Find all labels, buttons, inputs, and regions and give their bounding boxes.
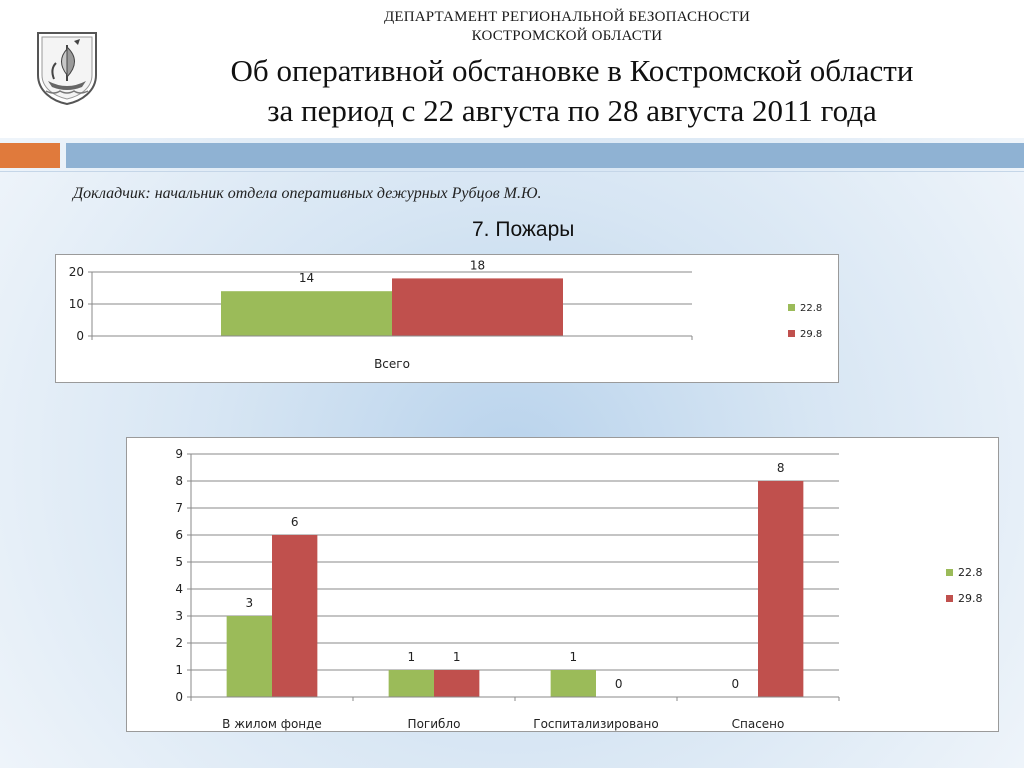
bar-29-8-в-жилом-фонде (272, 535, 318, 697)
y-tick-label: 1 (175, 663, 183, 677)
y-tick-label: 0 (76, 329, 84, 343)
divider (0, 171, 1024, 172)
section-title: 7. Пожары (472, 218, 575, 241)
accent-stripe-blue (66, 143, 1024, 168)
bar-29-8-всего (392, 278, 563, 336)
legend-label-29-8: 29.8 (800, 329, 822, 340)
bar-22-8-госпитализировано (550, 670, 596, 697)
bar-22-8-всего (221, 291, 392, 336)
chart-total-fires: 0 10 20 Всего 14 18 22.8 29.8 (55, 254, 839, 383)
y-tick-label: 5 (175, 555, 183, 569)
chart-fire-breakdown-svg: 0 1 2 3 4 5 6 7 8 9 В жилом фонде 3 6 Погибло 1 1 Госпит… (175, 447, 983, 731)
kostroma-coat-of-arms-icon (34, 31, 100, 106)
legend-label-29-8: 29.8 (958, 592, 983, 605)
x-tick-label: Спасено (732, 717, 785, 731)
y-tick-label: 4 (175, 582, 183, 596)
y-tick-label: 3 (175, 609, 183, 623)
x-tick-label: Погибло (408, 717, 461, 731)
y-tick-label: 8 (175, 474, 183, 488)
legend-label-22-8: 22.8 (800, 303, 822, 314)
legend-label-22-8: 22.8 (958, 566, 983, 579)
data-label: 6 (291, 515, 299, 529)
bar-29-8-погибло (434, 670, 480, 697)
accent-stripe-orange (0, 143, 60, 168)
department-name-line2: КОСТРОМСКОЙ ОБЛАСТИ (471, 28, 663, 44)
data-label: 18 (470, 258, 485, 272)
data-label: 14 (299, 271, 314, 285)
y-tick-label: 9 (175, 447, 183, 461)
chart-total-fires-svg: 0 10 20 Всего 14 18 22.8 29.8 (69, 258, 823, 371)
y-tick-label: 20 (69, 265, 84, 279)
legend-swatch-22-8 (946, 569, 953, 576)
data-label: 0 (615, 677, 623, 691)
bar-22-8-погибло (388, 670, 434, 697)
slide-title-line2: за период с 22 августа по 28 августа 201… (267, 93, 877, 128)
chart-fire-breakdown: 0 1 2 3 4 5 6 7 8 9 В жилом фонде 3 6 Погибло 1 1 Госпит… (126, 437, 999, 732)
slide-title-line1: Об оперативной обстановке в Костромской … (230, 53, 914, 88)
data-label: 0 (731, 677, 739, 691)
y-tick-label: 2 (175, 636, 183, 650)
x-tick-label: Всего (374, 357, 410, 371)
y-tick-label: 7 (175, 501, 183, 515)
x-tick-label: Госпитализировано (533, 717, 658, 731)
legend-swatch-22-8 (788, 304, 795, 311)
x-tick-label: В жилом фонде (222, 717, 322, 731)
y-tick-label: 6 (175, 528, 183, 542)
y-tick-label: 10 (69, 297, 84, 311)
y-tick-label: 0 (175, 690, 183, 704)
department-name-line1: ДЕПАРТАМЕНТ РЕГИОНАЛЬНОЙ БЕЗОПАСНОСТИ (383, 9, 751, 25)
reporter-line: Докладчик: начальник отдела оперативных … (73, 185, 542, 202)
slide-header: ДЕПАРТАМЕНТ РЕГИОНАЛЬНОЙ БЕЗОПАСНОСТИ КО… (0, 0, 1024, 138)
data-label: 8 (777, 461, 785, 475)
data-label: 3 (245, 596, 253, 610)
bar-29-8-спасено (758, 481, 804, 697)
data-label: 1 (569, 650, 577, 664)
data-label: 1 (407, 650, 415, 664)
legend-swatch-29-8 (946, 595, 953, 602)
data-label: 1 (453, 650, 461, 664)
bar-22-8-в-жилом-фонде (226, 616, 272, 697)
legend-swatch-29-8 (788, 330, 795, 337)
